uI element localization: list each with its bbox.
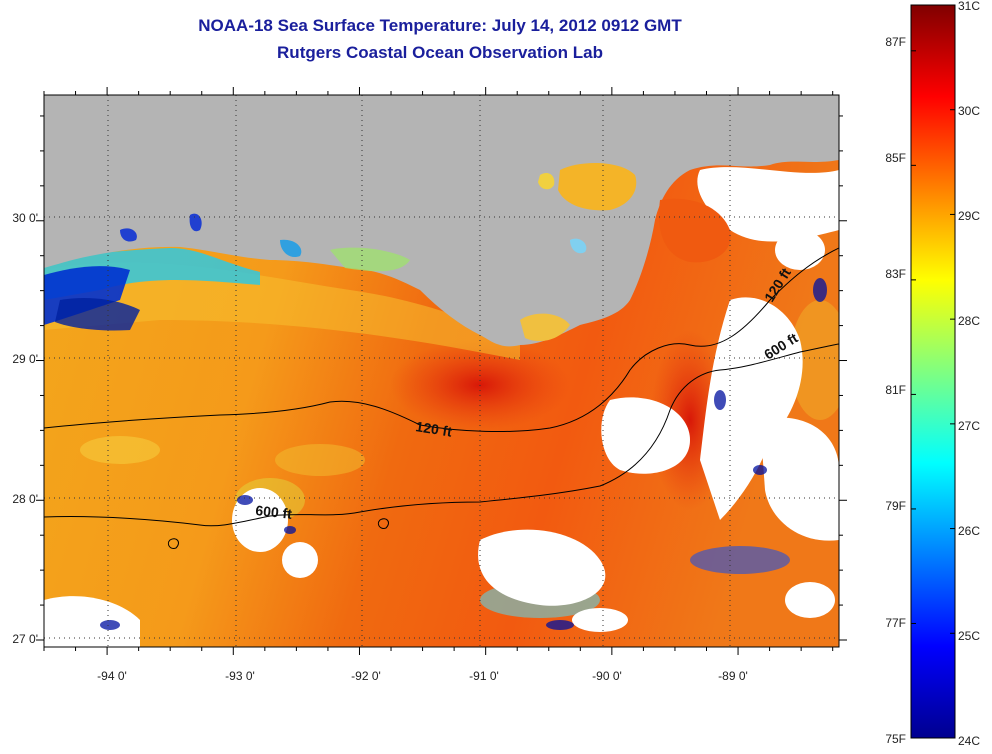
- graticule: [44, 95, 839, 647]
- lon-tick-label: -92 0': [351, 669, 381, 683]
- lon-tick-label: -89 0': [718, 669, 748, 683]
- colorbar-fahrenheit-label: 75F: [885, 732, 906, 746]
- lat-tick-label: 28 0': [12, 492, 38, 506]
- colorbar: [910, 4, 956, 739]
- lat-tick-label: 27 0': [12, 632, 38, 646]
- lon-tick-label: -91 0': [469, 669, 499, 683]
- lon-tick-label: -90 0': [592, 669, 622, 683]
- colorbar-fahrenheit-label: 77F: [885, 616, 906, 630]
- colorbar-fahrenheit-labels: 87F 85F 83F 81F 79F 77F 75F: [885, 35, 906, 746]
- contour-label-120ft: 120 ft: [415, 418, 454, 440]
- colorbar-fahrenheit-label: 87F: [885, 35, 906, 49]
- colorbar-fahrenheit-label: 79F: [885, 499, 906, 513]
- colorbar-celsius-labels: 31C 30C 29C 28C 27C 26C 25C 24C: [958, 0, 980, 748]
- plot-frame: [43, 94, 840, 648]
- sst-field: [44, 95, 839, 647]
- title-block: NOAA-18 Sea Surface Temperature: July 14…: [0, 12, 880, 66]
- lon-tick-label: -93 0': [225, 669, 255, 683]
- colorbar-celsius-label: 25C: [958, 629, 980, 643]
- colorbar-ticks: [911, 4, 955, 739]
- colorbar-celsius-label: 24C: [958, 734, 980, 748]
- colorbar-celsius-label: 26C: [958, 524, 980, 538]
- colorbar-celsius-label: 30C: [958, 104, 980, 118]
- contour-120ft: [44, 247, 839, 433]
- colorbar-celsius-label: 31C: [958, 0, 980, 13]
- lon-tick-label: -94 0': [97, 669, 127, 683]
- contour-600ft: [44, 343, 839, 527]
- bathymetry-contours: [44, 247, 839, 549]
- map-title: NOAA-18 Sea Surface Temperature: July 14…: [198, 16, 682, 35]
- colorbar-fahrenheit-label: 81F: [885, 383, 906, 397]
- colorbar-fahrenheit-label: 83F: [885, 267, 906, 281]
- colorbar-celsius-label: 29C: [958, 209, 980, 223]
- colorbar-fahrenheit-label: 85F: [885, 151, 906, 165]
- contour-label-600ft: 600 ft: [255, 502, 293, 522]
- map-subtitle: Rutgers Coastal Ocean Observation Lab: [277, 43, 603, 62]
- frame-ticks: [36, 87, 847, 655]
- land-mass: [44, 95, 839, 347]
- colorbar-celsius-label: 27C: [958, 419, 980, 433]
- cloud-mask: [44, 167, 839, 647]
- lat-tick-label: 30 0': [12, 211, 38, 225]
- colorbar-celsius-label: 28C: [958, 314, 980, 328]
- lon-tick-labels: -94 0' -93 0' -92 0' -91 0' -90 0' -89 0…: [97, 669, 748, 683]
- lat-tick-labels: 27 0' 28 0' 29 0' 30 0': [12, 211, 38, 646]
- lat-tick-label: 29 0': [12, 352, 38, 366]
